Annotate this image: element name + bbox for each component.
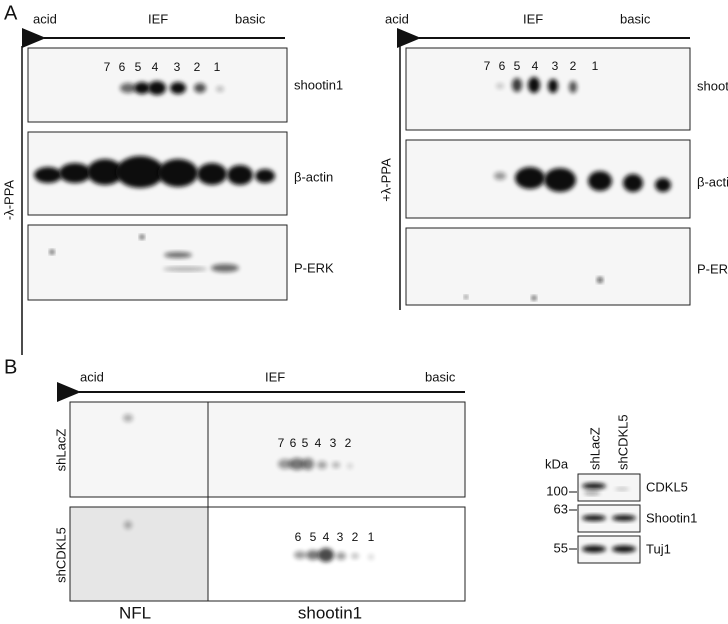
panel-b-gels: acid IEF basic shLacZ shCDKL5 NFL shooti… <box>53 369 466 622</box>
spots <box>34 81 275 272</box>
marker-label: 63 <box>554 501 568 516</box>
lane-label: shCDKL5 <box>615 414 630 470</box>
ief-label: IEF <box>148 11 168 26</box>
spot-number: 6 <box>119 60 126 74</box>
blot <box>405 227 691 306</box>
blot-label: P-ERK <box>294 260 334 275</box>
column-label: NFL <box>119 603 151 622</box>
inset-blot: kDa shLacZ shCDKL5 100 63 55 CDKL5 Shoot… <box>545 414 697 564</box>
spot-number: 5 <box>310 530 317 544</box>
spot-number: 1 <box>368 530 375 544</box>
spot-number: 7 <box>104 60 111 74</box>
blot-label: β-actin <box>294 169 333 184</box>
spot-number: 3 <box>337 530 344 544</box>
spot-number: 2 <box>194 60 201 74</box>
row-label: shLacZ <box>53 429 68 472</box>
spot-number: 4 <box>152 60 159 74</box>
spot-number: 1 <box>592 59 599 73</box>
spot-number: 5 <box>135 60 142 74</box>
spot-number: 6 <box>290 436 297 450</box>
spots <box>123 414 374 562</box>
spot-number: 6 <box>499 59 506 73</box>
spot-number: 1 <box>214 60 221 74</box>
blot-label: shootin1 <box>294 77 343 92</box>
acid-label: acid <box>33 11 57 26</box>
spots <box>464 77 671 300</box>
lane-label: shLacZ <box>587 427 602 470</box>
spot-number: 3 <box>552 59 559 73</box>
gel <box>69 506 466 602</box>
blot-label: Tuj1 <box>646 541 671 556</box>
blot <box>27 224 288 301</box>
row-label: shCDKL5 <box>53 527 68 583</box>
spot-number: 2 <box>345 436 352 450</box>
ief-label: IEF <box>265 369 285 384</box>
blot-label: P-ERK <box>697 261 728 276</box>
column-label: shootin1 <box>298 603 362 622</box>
spot-number: 3 <box>330 436 337 450</box>
spot-number: 4 <box>532 59 539 73</box>
spot-number: 3 <box>174 60 181 74</box>
spot-number: 5 <box>514 59 521 73</box>
spot-number: 4 <box>323 530 330 544</box>
spot-number: 6 <box>295 530 302 544</box>
blot-label: CDKL5 <box>646 479 688 494</box>
panel-label: A <box>4 2 18 24</box>
blot <box>405 47 691 131</box>
basic-label: basic <box>620 11 651 26</box>
basic-label: basic <box>425 369 456 384</box>
acid-label: acid <box>385 11 409 26</box>
panel-a-left: acid IEF basic -λ-PPA <box>1 11 343 355</box>
spot-number: 5 <box>302 436 309 450</box>
acid-label: acid <box>80 369 104 384</box>
spot-number: 2 <box>352 530 359 544</box>
spot-number: 4 <box>315 436 322 450</box>
gel <box>69 401 466 498</box>
condition: -λ-PPA <box>1 180 16 221</box>
gel-shade <box>70 507 209 601</box>
spot-number: 7 <box>278 436 285 450</box>
marker-label: 55 <box>554 540 568 555</box>
blot-label: shootin1 <box>697 78 728 93</box>
spot-number: 2 <box>570 59 577 73</box>
unit-label: kDa <box>545 456 569 471</box>
blot-label: Shootin1 <box>646 510 697 525</box>
basic-label: basic <box>235 11 266 26</box>
marker-label: 100 <box>546 483 568 498</box>
condition: +λ-PPA <box>378 158 393 202</box>
panel-label: B <box>4 356 17 378</box>
spot-number: 7 <box>484 59 491 73</box>
ief-label: IEF <box>523 11 543 26</box>
panel-a-right: acid IEF basic +λ-PPA shootin1 β-actin P… <box>378 11 728 310</box>
blot-label: β-actin <box>697 174 728 189</box>
